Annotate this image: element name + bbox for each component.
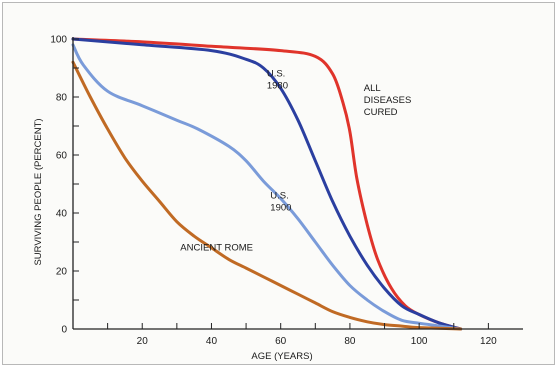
y-tick-label: 100 [50, 35, 67, 46]
series-line-u-s-1980 [71, 37, 463, 331]
series-label-u-s-1900: U.S. [270, 191, 288, 202]
y-axis-label: SURVIVING PEOPLE (PERCENT) [33, 118, 44, 265]
series-label-all-diseases-cured: DISEASES [364, 95, 412, 106]
ticks-layer: 20 40 60 80 100 120 0 20 40 60 80 100 [50, 35, 497, 348]
y-tick-label: 20 [56, 267, 68, 278]
series-layer [71, 37, 463, 331]
axes-layer [72, 37, 523, 330]
chart-frame: 20 40 60 80 100 120 0 20 40 60 80 100 AGE (YEARS) S… [2, 2, 555, 365]
x-tick-label: 80 [344, 336, 356, 347]
x-tick-label: 120 [480, 336, 497, 347]
series-line-ancient-rome [71, 60, 463, 331]
x-tick-label: 20 [137, 336, 149, 347]
series-line-u-s-1900 [71, 43, 463, 331]
y-tick-label: 60 [56, 151, 68, 162]
y-tick-label: 0 [61, 325, 67, 336]
series-labels-layer: ALLDISEASESCUREDU.S.1980U.S.1900ANCIENT … [180, 69, 411, 254]
series-label-ancient-rome: ANCIENT ROME [180, 243, 253, 254]
series-label-u-s-1980: U.S. [267, 69, 285, 80]
survival-chart: 20 40 60 80 100 120 0 20 40 60 80 100 AGE (YEARS) S… [33, 35, 523, 362]
x-tick-label: 100 [411, 336, 428, 347]
y-tick-label: 40 [56, 209, 68, 220]
y-tick-label: 80 [56, 93, 68, 104]
series-label-all-diseases-cured: CURED [364, 107, 398, 118]
x-tick-label: 40 [206, 336, 218, 347]
series-label-u-s-1980: 1980 [267, 81, 288, 92]
series-label-u-s-1900: 1900 [270, 203, 291, 214]
x-axis-label: AGE (YEARS) [251, 351, 312, 362]
x-tick-label: 60 [275, 336, 287, 347]
series-label-all-diseases-cured: ALL [364, 83, 381, 94]
